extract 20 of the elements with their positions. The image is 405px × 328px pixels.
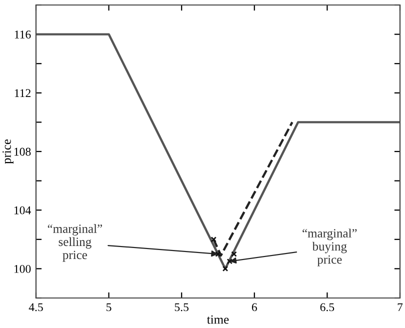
annotation: “marginal” selling price [48, 224, 102, 262]
x-tick-label: 4.5 [28, 303, 43, 312]
annotation: “marginal” buying price [302, 228, 357, 266]
x-tick-label: 6 [252, 303, 257, 312]
y-tick-label: 112 [14, 89, 30, 97]
y-tick-label: 116 [14, 30, 31, 39]
point [222, 266, 228, 272]
point [231, 251, 237, 257]
point [226, 258, 233, 264]
y-axis-title: price [2, 139, 14, 164]
x-tick-label: 7 [398, 303, 403, 312]
x-tick-label: 5.5 [174, 303, 189, 312]
y-tick-label: 108 [14, 148, 31, 156]
y-tick-label: 104 [14, 206, 31, 214]
y-tick-label: 100 [14, 264, 31, 273]
x-axis-title: time [207, 315, 229, 324]
x-tick-label: 6.5 [320, 303, 334, 312]
point [210, 236, 217, 242]
x-tick-label: 5 [106, 303, 112, 312]
point [215, 251, 221, 257]
